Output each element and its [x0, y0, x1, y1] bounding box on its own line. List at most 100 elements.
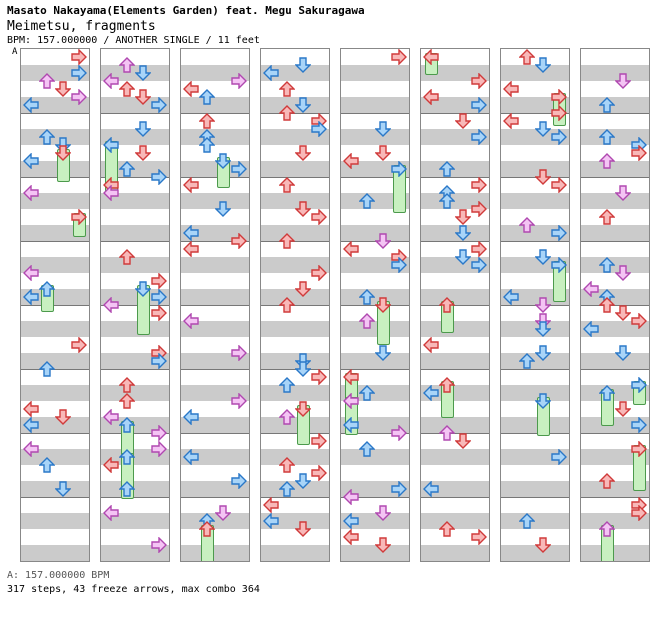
down-arrow-icon	[599, 385, 615, 401]
measure-line	[581, 241, 649, 242]
beat-band	[181, 65, 249, 81]
left-arrow-icon	[423, 337, 439, 353]
left-arrow-icon	[23, 289, 39, 305]
right-arrow-icon	[231, 161, 247, 177]
beat-band	[261, 353, 329, 369]
beat-band	[341, 289, 409, 305]
right-arrow-icon	[471, 257, 487, 273]
down-arrow-icon	[599, 257, 615, 273]
beat-band	[261, 417, 329, 433]
up-arrow-icon	[375, 345, 391, 361]
right-arrow-icon	[311, 433, 327, 449]
down-arrow-icon	[279, 81, 295, 97]
down-arrow-icon	[279, 377, 295, 393]
beat-band	[21, 129, 89, 145]
beat-band	[181, 225, 249, 241]
up-arrow-icon	[615, 401, 631, 417]
beat-band	[341, 353, 409, 369]
beat-band	[101, 417, 169, 433]
up-arrow-icon	[55, 409, 71, 425]
measure-line	[261, 177, 329, 178]
right-arrow-icon	[551, 257, 567, 273]
bpm-legend: A: 157.000000 BPM	[7, 570, 110, 581]
measure-line	[181, 433, 249, 434]
down-arrow-icon	[119, 81, 135, 97]
beat-band	[101, 65, 169, 81]
down-arrow-icon	[599, 473, 615, 489]
up-arrow-icon	[615, 305, 631, 321]
beat-band	[181, 417, 249, 433]
beat-band	[581, 513, 649, 529]
down-arrow-icon	[359, 441, 375, 457]
measure-line	[421, 497, 489, 498]
left-arrow-icon	[103, 73, 119, 89]
beat-band	[581, 129, 649, 145]
measure-line	[341, 497, 409, 498]
left-arrow-icon	[183, 449, 199, 465]
left-arrow-icon	[23, 441, 39, 457]
beat-band	[501, 417, 569, 433]
beat-band	[101, 129, 169, 145]
beat-band	[261, 65, 329, 81]
measure-line	[181, 497, 249, 498]
right-arrow-icon	[631, 417, 647, 433]
right-arrow-icon	[71, 65, 87, 81]
down-arrow-icon	[439, 193, 455, 209]
measure-line	[21, 369, 89, 370]
left-arrow-icon	[423, 49, 439, 65]
beat-band	[341, 193, 409, 209]
right-arrow-icon	[151, 305, 167, 321]
down-arrow-icon	[599, 97, 615, 113]
beat-band	[581, 193, 649, 209]
measure-line	[501, 497, 569, 498]
down-arrow-icon	[199, 521, 215, 537]
chart-column	[100, 48, 170, 562]
beat-band	[421, 321, 489, 337]
down-arrow-icon	[279, 177, 295, 193]
measure-line	[581, 113, 649, 114]
right-arrow-icon	[71, 89, 87, 105]
left-arrow-icon	[103, 137, 119, 153]
beat-band	[501, 321, 569, 337]
beat-band	[341, 257, 409, 273]
measure-line	[261, 369, 329, 370]
right-arrow-icon	[391, 257, 407, 273]
right-arrow-icon	[551, 225, 567, 241]
measure-line	[341, 113, 409, 114]
chart-column	[580, 48, 650, 562]
measure-line	[21, 433, 89, 434]
down-arrow-icon	[39, 129, 55, 145]
down-arrow-icon	[119, 449, 135, 465]
measure-line	[101, 433, 169, 434]
left-arrow-icon	[23, 153, 39, 169]
up-arrow-icon	[295, 401, 311, 417]
beat-band	[261, 321, 329, 337]
down-arrow-icon	[39, 73, 55, 89]
down-arrow-icon	[599, 129, 615, 145]
beat-band	[421, 129, 489, 145]
song-title: Meimetsu, fragments	[7, 19, 156, 34]
right-arrow-icon	[471, 97, 487, 113]
down-arrow-icon	[279, 481, 295, 497]
beat-band	[181, 161, 249, 177]
beat-band	[21, 449, 89, 465]
right-arrow-icon	[231, 73, 247, 89]
left-arrow-icon	[423, 385, 439, 401]
right-arrow-icon	[151, 353, 167, 369]
measure-line	[501, 433, 569, 434]
beat-band	[21, 193, 89, 209]
left-arrow-icon	[503, 113, 519, 129]
right-arrow-icon	[631, 377, 647, 393]
beat-band	[341, 65, 409, 81]
beat-band	[341, 481, 409, 497]
left-arrow-icon	[263, 513, 279, 529]
measure-line	[21, 177, 89, 178]
beat-band	[181, 193, 249, 209]
beat-band	[421, 417, 489, 433]
down-arrow-icon	[439, 377, 455, 393]
down-arrow-icon	[39, 281, 55, 297]
measure-line	[501, 369, 569, 370]
beat-band	[101, 449, 169, 465]
beat-band	[181, 321, 249, 337]
measure-line	[21, 113, 89, 114]
